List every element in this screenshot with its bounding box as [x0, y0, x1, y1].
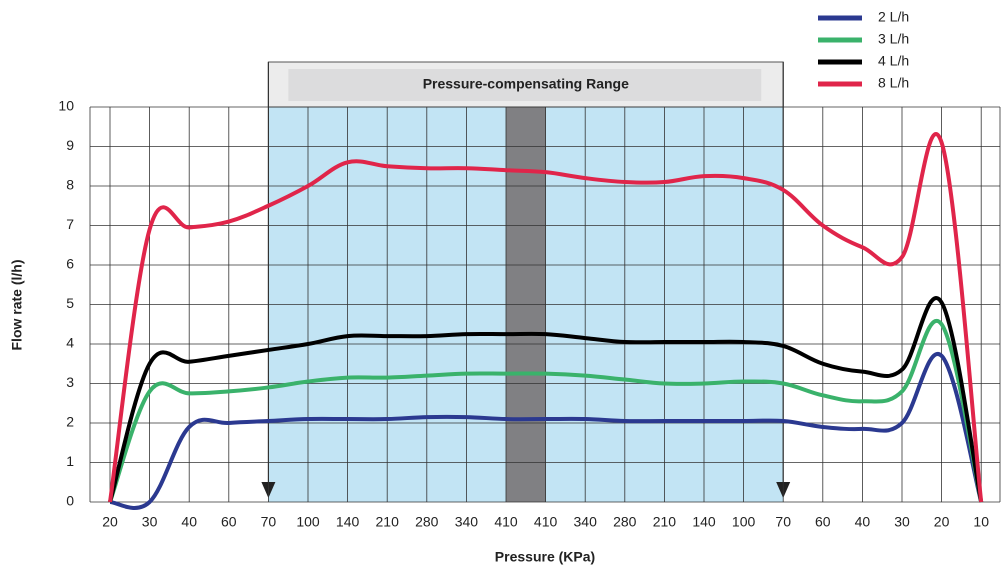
x-tick-label: 210: [653, 514, 677, 530]
y-tick-label: 7: [66, 216, 74, 232]
x-tick-label: 70: [775, 514, 791, 530]
x-tick-label: 410: [494, 514, 518, 530]
y-axis-title: Flow rate (l/h): [9, 260, 25, 351]
x-axis-title: Pressure (KPa): [495, 549, 595, 565]
series-line: [108, 319, 984, 503]
legend-label: 4 L/h: [878, 53, 909, 69]
range-label: Pressure-compensating Range: [423, 76, 629, 92]
series-line: [109, 351, 984, 510]
x-tick-label: 100: [732, 514, 756, 530]
x-tick-label: 140: [692, 514, 716, 530]
x-tick-label: 60: [815, 514, 831, 530]
y-tick-label: 1: [66, 453, 74, 469]
x-tick-label: 20: [934, 514, 950, 530]
x-tick-label: 340: [455, 514, 479, 530]
legend-label: 3 L/h: [878, 31, 909, 47]
x-tick-label: 210: [376, 514, 400, 530]
x-tick-label: 70: [261, 514, 277, 530]
y-tick-label: 4: [66, 335, 74, 351]
y-tick-label: 3: [66, 374, 74, 390]
series-line: [108, 296, 984, 503]
y-tick-label: 6: [66, 256, 74, 272]
series-line: [108, 132, 984, 503]
y-tick-label: 0: [66, 493, 74, 509]
x-tick-label: 280: [415, 514, 439, 530]
legend-label: 2 L/h: [878, 9, 909, 25]
x-tick-label: 60: [221, 514, 237, 530]
y-tick-label: 10: [58, 98, 74, 114]
y-tick-label: 8: [66, 177, 74, 193]
x-tick-label: 30: [894, 514, 910, 530]
y-tick-label: 9: [66, 137, 74, 153]
y-tick-label: 5: [66, 295, 74, 311]
x-tick-label: 340: [574, 514, 598, 530]
x-tick-label: 30: [142, 514, 158, 530]
legend-label: 8 L/h: [878, 75, 909, 91]
y-tick-label: 2: [66, 414, 74, 430]
x-tick-label: 280: [613, 514, 637, 530]
range-header-inner: [288, 69, 762, 101]
x-tick-label: 100: [296, 514, 320, 530]
x-tick-label: 40: [855, 514, 871, 530]
x-tick-label: 20: [102, 514, 118, 530]
x-tick-label: 140: [336, 514, 360, 530]
x-tick-label: 40: [181, 514, 197, 530]
x-tick-label: 410: [534, 514, 558, 530]
x-tick-label: 10: [973, 514, 989, 530]
